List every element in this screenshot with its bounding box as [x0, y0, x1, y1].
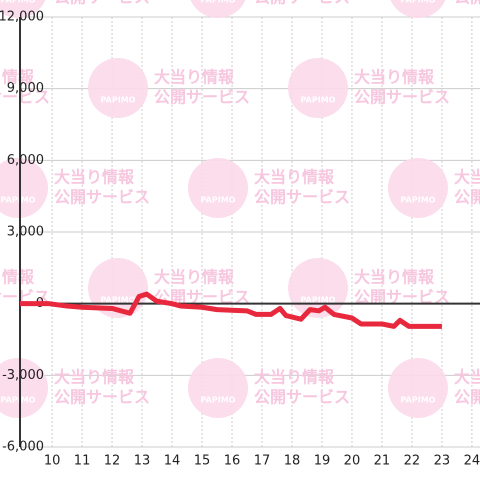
x-tick-label: 23: [434, 454, 451, 469]
watermark-brand: PAPIMO: [1, 0, 36, 5]
watermark-line2: 公開サービス: [454, 188, 480, 207]
x-tick-label: 10: [44, 454, 61, 469]
watermark-brand: PAPIMO: [1, 196, 36, 205]
watermark-brand: PAPIMO: [201, 396, 236, 405]
watermark-line2: 公開サービス: [254, 188, 350, 207]
watermark-brand: PAPIMO: [201, 0, 236, 5]
watermark-line1: 大当り情報: [154, 268, 235, 287]
watermark-line1: 大当り情報: [454, 368, 480, 387]
watermark-logo: [88, 58, 148, 118]
watermark-logo: [390, 0, 446, 18]
x-tick-label: 18: [284, 454, 301, 469]
watermark-line2: 公開サービス: [154, 288, 250, 307]
y-tick-label: 9,000: [7, 81, 44, 96]
x-tick-label: 12: [104, 454, 121, 469]
watermark-line2: 公開サービス: [454, 388, 480, 407]
x-tick-label: 16: [224, 454, 241, 469]
x-tick-label: 20: [344, 454, 361, 469]
y-tick-label: -6,000: [2, 440, 44, 455]
x-tick-label: 17: [254, 454, 271, 469]
watermark-brand: PAPIMO: [201, 196, 236, 205]
watermark-line1: 大当り情報: [0, 68, 35, 87]
watermark-logo: [288, 58, 348, 118]
watermark-brand: PAPIMO: [401, 196, 436, 205]
watermark-logo: [188, 358, 248, 418]
watermark-line2: 公開サービス: [54, 188, 150, 207]
watermark-logo: [388, 358, 448, 418]
watermark-line1: 大当り情報: [254, 168, 335, 187]
watermark-line1: 大当り情報: [254, 368, 335, 387]
watermark-line2: 公開サービス: [354, 88, 450, 107]
x-tick-label: 14: [164, 454, 181, 469]
y-tick-label: 6,000: [7, 153, 44, 168]
x-tick-label: 21: [374, 454, 391, 469]
watermark-brand: PAPIMO: [101, 296, 136, 305]
watermark-line1: 大当り情報: [154, 68, 235, 87]
y-tick-label: 3,000: [7, 225, 44, 240]
watermark-line2: 公開サービス: [254, 388, 350, 407]
y-tick-label: 12,000: [0, 10, 44, 25]
watermark-brand: PAPIMO: [401, 0, 436, 5]
watermark-logo: [190, 0, 246, 18]
watermark-line1: 大当り情報: [54, 168, 135, 187]
watermark-line2: 公開サービス: [54, 0, 150, 7]
watermark-line1: 大当り情報: [354, 268, 435, 287]
x-tick-label: 15: [194, 454, 211, 469]
watermark-line2: 公開サービス: [0, 88, 50, 107]
watermark-line2: 公開サービス: [54, 388, 150, 407]
x-tick-label: 13: [134, 454, 151, 469]
watermark-line1: 大当り情報: [54, 368, 135, 387]
watermark-line1: 大当り情報: [0, 268, 35, 287]
watermark-brand: PAPIMO: [301, 296, 336, 305]
watermark-brand: PAPIMO: [1, 396, 36, 405]
watermark-logo: [388, 158, 448, 218]
x-tick-label: 22: [404, 454, 421, 469]
watermark-logo: [0, 358, 48, 418]
watermark-logo: [0, 158, 48, 218]
watermark-brand: PAPIMO: [301, 96, 336, 105]
y-tick-label: -3,000: [2, 368, 44, 383]
watermark-line2: 公開サービス: [454, 0, 480, 7]
watermark-logo: [188, 158, 248, 218]
watermark-line2: 公開サービス: [154, 88, 250, 107]
data-line: [20, 291, 442, 329]
x-tick-label: 11: [74, 454, 91, 469]
x-tick-label: 19: [314, 454, 331, 469]
x-tick-label: 24: [464, 454, 480, 469]
watermark-line2: 公開サービス: [354, 288, 450, 307]
watermark-brand: PAPIMO: [401, 396, 436, 405]
watermark: PAPIMO大当り情報公開サービスPAPIMO大当り情報公開サービスPAPIMO…: [0, 0, 480, 418]
watermark-line1: 大当り情報: [354, 68, 435, 87]
watermark-brand: PAPIMO: [101, 96, 136, 105]
watermark-logo: [0, 0, 46, 18]
watermark-line2: 公開サービス: [254, 0, 350, 7]
watermark-line1: 大当り情報: [454, 168, 480, 187]
